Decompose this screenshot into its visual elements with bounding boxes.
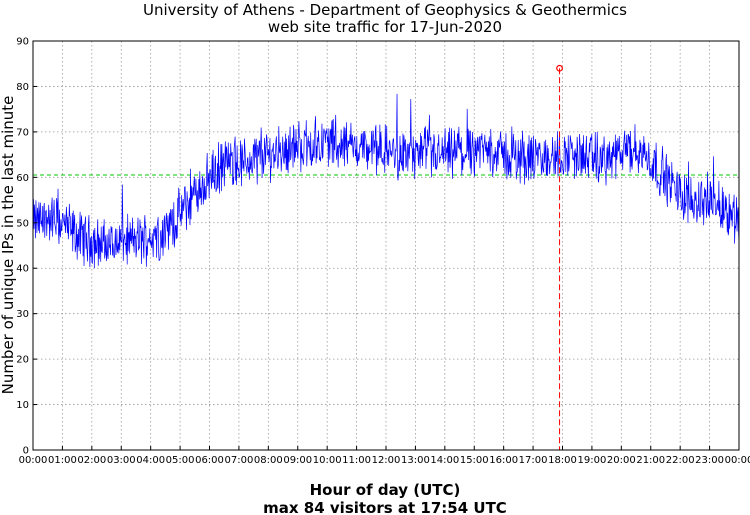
- y-tick-label: 60: [16, 173, 29, 184]
- y-tick-label: 40: [16, 264, 29, 275]
- y-tick-label: 20: [16, 355, 29, 366]
- x-tick-label: 06:00: [195, 455, 224, 466]
- x-tick-label: 05:00: [166, 455, 195, 466]
- y-axis-ticks: 0 10 20 30 40 50 60 70 80 90: [16, 37, 37, 457]
- x-tick-label: 21:00: [636, 455, 665, 466]
- y-tick-label: 30: [16, 309, 29, 320]
- x-tick-label: 08:00: [254, 455, 283, 466]
- x-tick-label: 03:00: [107, 455, 136, 466]
- x-tick-label: 10:00: [313, 455, 342, 466]
- x-tick-label: 16:00: [489, 455, 518, 466]
- series-visitors: [32, 93, 740, 269]
- max-marker: [556, 64, 563, 450]
- series-line: [32, 93, 740, 269]
- y-tick-label: 90: [16, 37, 29, 48]
- x-tick-label: 07:00: [225, 455, 254, 466]
- x-tick-label: 01:00: [48, 455, 77, 466]
- x-axis-ticks: 00:00 01:00 02:00 03:00 04:00 05:00 06:00 07:00…: [19, 446, 750, 466]
- x-tick-label: 00:00: [725, 455, 750, 466]
- x-tick-label: 02:00: [77, 455, 106, 466]
- x-tick-label: 22:00: [666, 455, 695, 466]
- y-tick-label: 70: [16, 127, 29, 138]
- max-visitors-footer: max 84 visitors at 17:54 UTC: [263, 499, 507, 515]
- chart-title: University of Athens - Department of Geo…: [143, 1, 627, 19]
- x-tick-label: 14:00: [430, 455, 459, 466]
- y-tick-label: 10: [16, 400, 29, 411]
- x-tick-label: 12:00: [372, 455, 401, 466]
- x-tick-label: 04:00: [136, 455, 165, 466]
- max-point: [556, 64, 563, 72]
- grid: [33, 41, 739, 450]
- x-tick-label: 19:00: [578, 455, 607, 466]
- x-tick-label: 15:00: [460, 455, 489, 466]
- x-tick-label: 11:00: [342, 455, 371, 466]
- x-axis-label: Hour of day (UTC): [310, 481, 461, 499]
- x-tick-label: 18:00: [548, 455, 577, 466]
- y-tick-label: 0: [23, 446, 29, 457]
- y-tick-label: 50: [16, 218, 29, 229]
- x-tick-label: 17:00: [519, 455, 548, 466]
- x-tick-label: 20:00: [607, 455, 636, 466]
- x-tick-label: 13:00: [401, 455, 430, 466]
- x-tick-label: 09:00: [283, 455, 312, 466]
- x-tick-label: 23:00: [695, 455, 724, 466]
- y-tick-label: 80: [16, 82, 29, 93]
- y-axis-label: Number of unique IPs in the last minute: [0, 96, 17, 395]
- x-tick-label: 00:00: [19, 455, 48, 466]
- chart-subtitle: web site traffic for 17-Jun-2020: [268, 18, 502, 36]
